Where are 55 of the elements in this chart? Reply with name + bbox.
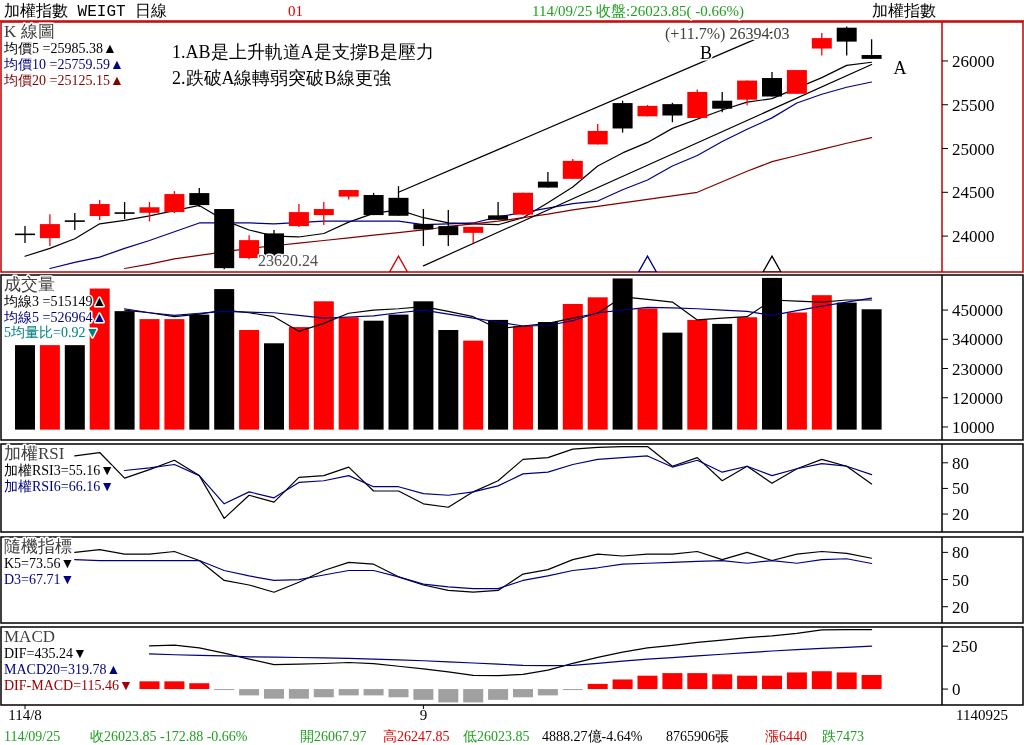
y-tick-label: 450000 [952, 301, 1003, 321]
annotation: 2.跌破A線轉弱突破B線更強 [172, 68, 391, 88]
text: 加權指數 [872, 2, 936, 19]
text: 收26023.85 -172.88 -0.66% [90, 729, 248, 744]
y-tick-label: 10000 [952, 417, 995, 437]
text: 高26247.85 [383, 729, 450, 744]
chart-subtitle: 成交量 [4, 275, 55, 294]
text: 均價20 =25125.15▲ [3, 73, 124, 88]
text: 均價10 =25759.59▲ [3, 57, 124, 72]
chart-subtitle: 隨機指標 [4, 537, 72, 556]
text: 8765906張 [666, 729, 729, 744]
y-tick-label: 24000 [952, 227, 995, 247]
text: 1140925 [956, 707, 1008, 723]
x-tick-label: 9 [419, 707, 428, 723]
text: 4888.27億-4.64% [542, 729, 643, 744]
y-tick-label: 0 [952, 680, 961, 700]
text: 漲6440 [765, 729, 807, 744]
y-tick-label: 80 [952, 543, 969, 563]
y-tick-label: 120000 [952, 388, 1003, 408]
y-tick-label: 80 [952, 453, 969, 473]
text: 01 [288, 3, 303, 19]
chart-subtitle: K 線圖 [4, 22, 55, 41]
x-tick-label: 114/8 [8, 707, 42, 723]
series-label: D3=67.71▼ [4, 572, 75, 587]
series-label: 加權RSI6=66.16▼ [4, 479, 115, 494]
text: 均價5 =25985.38▲ [3, 41, 117, 56]
text: A [893, 58, 907, 78]
text: 低26023.85 [463, 729, 530, 744]
y-tick-label: 340000 [952, 330, 1003, 350]
y-tick-label: 25000 [952, 139, 995, 159]
text: DIF=435.24▼ [4, 646, 87, 661]
annotation: (+11.7%) 26394.03 [665, 25, 790, 43]
y-tick-label: 26000 [952, 51, 995, 71]
series-label: DIF-MACD=115.46▼ [4, 678, 133, 693]
y-tick-label: 50 [952, 479, 969, 499]
annotation: B [699, 43, 713, 63]
text: 跌7473 [822, 729, 864, 744]
chart-subtitle: MACD [4, 627, 56, 646]
y-tick-label: 250 [952, 637, 978, 657]
text: MACD20=319.78▲ [4, 662, 121, 677]
chart-title: 加權指數 WEIGT 日線 [4, 2, 168, 21]
y-tick-label: 50 [952, 570, 969, 590]
annotation: 1.AB是上升軌道A是支撐B是壓力 [172, 42, 434, 62]
y-tick-label: 230000 [952, 359, 1003, 379]
text: 114/09/25 收盤:26023.85( -0.66%) [532, 3, 744, 20]
series-label: K5=73.56▼ [4, 556, 75, 571]
series-label: 加權RSI3=55.16▼ [4, 463, 115, 478]
y-tick-label: 24500 [952, 183, 995, 203]
y-tick-label: 25500 [952, 95, 995, 115]
annotation: 23620.24 [258, 252, 318, 269]
chart-subtitle: 加權RSI [4, 444, 65, 463]
text: 開26067.97 [300, 729, 367, 744]
y-tick-label: 20 [952, 505, 969, 525]
y-tick-label: 20 [952, 597, 969, 617]
text: 114/09/25 [4, 729, 61, 744]
